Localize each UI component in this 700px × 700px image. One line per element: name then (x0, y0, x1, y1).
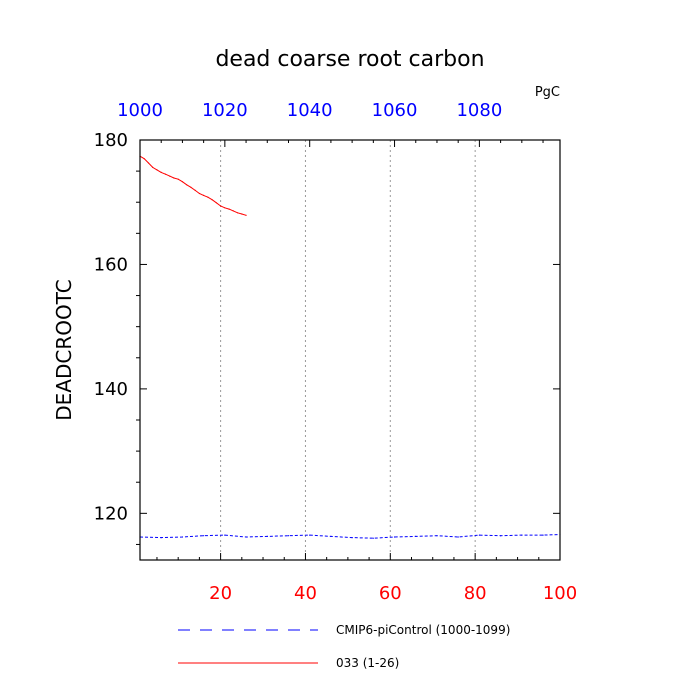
data-point (224, 207, 226, 209)
left-tick-label: 180 (94, 130, 128, 151)
bottom-tick-label: 60 (379, 583, 402, 604)
bottom-tick-label: 20 (209, 583, 232, 604)
legend: CMIP6-piControl (1000-1099) 033 (1-26) (178, 623, 510, 670)
data-point (198, 192, 200, 195)
top-axis: 1000 1020 1040 1060 1080 (117, 100, 544, 147)
chart-title: dead coarse root carbon (215, 47, 484, 72)
grid-lines (220, 140, 476, 560)
data-point (203, 535, 205, 537)
data-point (245, 536, 247, 538)
data-point (457, 536, 459, 538)
top-tick-label: 1000 (117, 100, 163, 121)
data-point (330, 535, 332, 538)
data-point (211, 199, 213, 201)
bottom-tick-label: 100 (543, 583, 577, 604)
series-line-1 (139, 155, 247, 216)
data-point (173, 177, 175, 179)
data-point (415, 535, 417, 538)
data-point (542, 534, 544, 536)
data-point (478, 534, 480, 536)
data-point (169, 175, 171, 177)
left-tick-label: 120 (94, 503, 128, 524)
left-tick-label: 160 (94, 254, 128, 275)
data-point (147, 162, 150, 164)
data-point (181, 181, 183, 183)
legend-label-piControl: CMIP6-piControl (1000-1099) (336, 623, 510, 637)
data-point (143, 158, 145, 160)
left-tick-label: 140 (94, 379, 128, 400)
data-point (160, 171, 162, 173)
data-point (500, 535, 502, 537)
y-axis-title: DEADCROOTC (52, 279, 76, 420)
legend-label-033: 033 (1-26) (336, 656, 399, 670)
data-point (232, 210, 234, 212)
data-point (181, 536, 183, 538)
bottom-tick-label: 40 (294, 583, 317, 604)
top-tick-label: 1020 (202, 100, 248, 121)
plot-frame (139, 139, 561, 561)
units-label: PgC (535, 85, 560, 100)
data-point (245, 214, 247, 216)
data-point (436, 535, 438, 537)
data-point (309, 534, 311, 536)
data-point (521, 534, 523, 536)
top-tick-label: 1080 (456, 100, 502, 121)
top-tick-label: 1060 (372, 100, 418, 121)
data-point (203, 194, 205, 196)
left-axis: 120 140 160 180 (94, 130, 560, 545)
data-point (237, 212, 239, 214)
data-point (372, 537, 374, 539)
data-point (207, 196, 209, 198)
data-point (228, 208, 230, 210)
data-point (220, 205, 222, 207)
plot-series (139, 155, 561, 539)
top-tick-label: 1040 (287, 100, 333, 121)
data-point (152, 166, 154, 168)
data-point (351, 537, 353, 539)
data-point (160, 537, 162, 539)
bottom-axis: 20 40 60 80 100 (156, 553, 577, 604)
data-point (287, 535, 290, 537)
bottom-tick-label: 80 (464, 583, 487, 604)
series-line-0 (139, 534, 561, 539)
data-point (224, 534, 226, 536)
data-point (164, 173, 167, 175)
data-point (186, 184, 188, 186)
data-point (190, 186, 192, 188)
data-point (177, 178, 179, 180)
data-point (156, 169, 158, 171)
data-point (241, 213, 243, 215)
data-point (215, 202, 217, 204)
data-point (393, 536, 396, 538)
data-point (266, 535, 268, 538)
data-point (194, 189, 196, 191)
